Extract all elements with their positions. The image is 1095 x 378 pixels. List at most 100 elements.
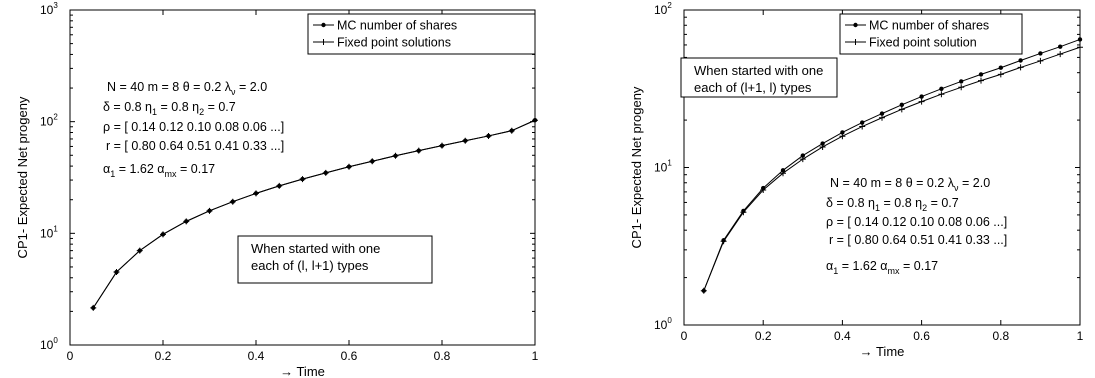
- data-point-plus: [415, 147, 422, 154]
- plot-frame: [683, 9, 1081, 326]
- note-line: each of (l+1, l) types: [694, 80, 812, 95]
- subscript: 1: [833, 266, 838, 276]
- note-box: [680, 57, 838, 98]
- note-line: each of (l, l+1) types: [251, 258, 369, 273]
- y-tick-label: 102: [40, 113, 58, 129]
- superscript: 0: [667, 316, 672, 325]
- data-point-plus: [322, 169, 329, 176]
- data-point-plus: [439, 142, 445, 149]
- data-point-dot: [1077, 37, 1083, 42]
- subscript: 1: [875, 203, 880, 213]
- data-point-dot: [879, 111, 885, 116]
- data-point-dot: [860, 120, 865, 125]
- x-tick-label: 0.4: [248, 349, 265, 363]
- text-span: 10: [40, 226, 54, 240]
- subscript: mx: [888, 266, 900, 276]
- param-line: α1 = 1.62 αmx = 0.17: [103, 162, 215, 179]
- start-condition-note: When started with one each of (l, l+1) ty…: [237, 235, 433, 284]
- text-span: δ = 0.8 η: [103, 100, 152, 114]
- text-span: 10: [654, 3, 668, 17]
- data-point-plus: [898, 106, 905, 113]
- subscript: 1: [152, 107, 157, 117]
- data-point-plus: [485, 132, 492, 139]
- data-point-plus: [700, 287, 707, 294]
- x-tick-label: 0.6: [341, 349, 358, 363]
- data-point-plus: [532, 117, 538, 124]
- data-point-plus: [392, 152, 399, 159]
- data-point-plus: [958, 84, 965, 91]
- legend-entry: MC number of shares: [337, 19, 457, 33]
- data-point-plus: [183, 218, 190, 225]
- x-tick-label: 1: [532, 349, 539, 363]
- x-tick-label: 1: [1077, 329, 1084, 343]
- param-line: δ = 0.8 η1 = 0.8 η2 = 0.7: [103, 100, 236, 117]
- text-span: = 0.7: [927, 196, 959, 210]
- y-axis-label: CP1- Expected Net progeny: [15, 96, 30, 258]
- data-point-dot: [820, 141, 825, 146]
- data-point-plus: [839, 133, 846, 140]
- series-line-2: [703, 46, 1081, 291]
- y-tick-label: 101: [40, 224, 58, 240]
- x-axis-label: → Time: [860, 344, 905, 359]
- text-span: 10: [654, 318, 668, 332]
- param-line: r = [ 0.80 0.64 0.51 0.41 0.33 ...]: [829, 233, 1007, 247]
- legend-box: [307, 13, 536, 55]
- legend-box: [839, 13, 1023, 55]
- text-span: = 1.62 α: [838, 259, 887, 273]
- data-point-plus: [1077, 44, 1083, 51]
- data-point-plus: [799, 156, 806, 163]
- y-tick-label: 100: [654, 316, 672, 332]
- subscript: 2: [922, 203, 927, 213]
- param-line: ρ = [ 0.14 0.12 0.10 0.08 0.06 ...]: [826, 215, 1007, 229]
- text-span: 10: [654, 161, 668, 175]
- data-point-dot: [800, 153, 805, 158]
- y-tick-label: 102: [654, 1, 672, 17]
- data-point-plus: [819, 143, 826, 150]
- y-tick-label: 101: [654, 159, 672, 175]
- subscript: ν: [954, 183, 959, 193]
- subscript: 1: [110, 169, 115, 179]
- data-point-plus: [90, 304, 97, 311]
- subscript: 2: [199, 107, 204, 117]
- data-point-plus: [346, 163, 352, 170]
- parameter-annotation: N = 40 m = 8 θ = 0.2 λν = 2.0δ = 0.8 η1 …: [826, 176, 1007, 276]
- data-point-plus: [997, 71, 1004, 78]
- note-box: [237, 235, 433, 284]
- legend-entry: Fixed point solution: [869, 36, 977, 50]
- param-line: δ = 0.8 η1 = 0.8 η2 = 0.7: [826, 196, 959, 213]
- text-span: = 0.8 η: [157, 100, 199, 114]
- data-point-plus: [859, 123, 866, 130]
- text-span: α: [103, 162, 110, 176]
- data-point-plus: [780, 170, 786, 177]
- legend: MC number of shares Fixed point solution: [839, 13, 1023, 55]
- legend-marker-plus: [320, 39, 327, 45]
- x-tick-label: 0.2: [755, 329, 772, 343]
- data-point-plus: [229, 198, 236, 205]
- x-tick-label: 0: [681, 329, 688, 343]
- data-point-dot: [978, 72, 984, 77]
- x-tick-label: 0.4: [834, 329, 851, 343]
- superscript: 2: [667, 1, 672, 10]
- data-point-plus: [1057, 51, 1064, 58]
- data-point-plus: [740, 209, 747, 216]
- data-point-plus: [206, 207, 213, 214]
- data-point-plus: [938, 91, 945, 98]
- text-span: N = 40 m = 8 θ = 0.2 λ: [830, 176, 955, 190]
- y-tick-label: 100: [40, 336, 58, 352]
- data-point-plus: [276, 182, 283, 189]
- text-span: = 2.0: [236, 80, 268, 94]
- text-span: = 2.0: [959, 176, 991, 190]
- data-point-dot: [919, 94, 924, 99]
- data-point-plus: [253, 190, 259, 197]
- data-point-plus: [1017, 64, 1024, 71]
- superscript: 3: [53, 1, 58, 10]
- data-point-dot: [1038, 51, 1043, 56]
- data-point-plus: [1037, 57, 1044, 64]
- text-span: = 0.17: [900, 259, 939, 273]
- legend-marker-dot: [321, 22, 326, 28]
- series-line-2: [92, 119, 536, 309]
- x-tick-label: 0.8: [992, 329, 1009, 343]
- legend: MC number of shares Fixed point solutions: [307, 13, 536, 55]
